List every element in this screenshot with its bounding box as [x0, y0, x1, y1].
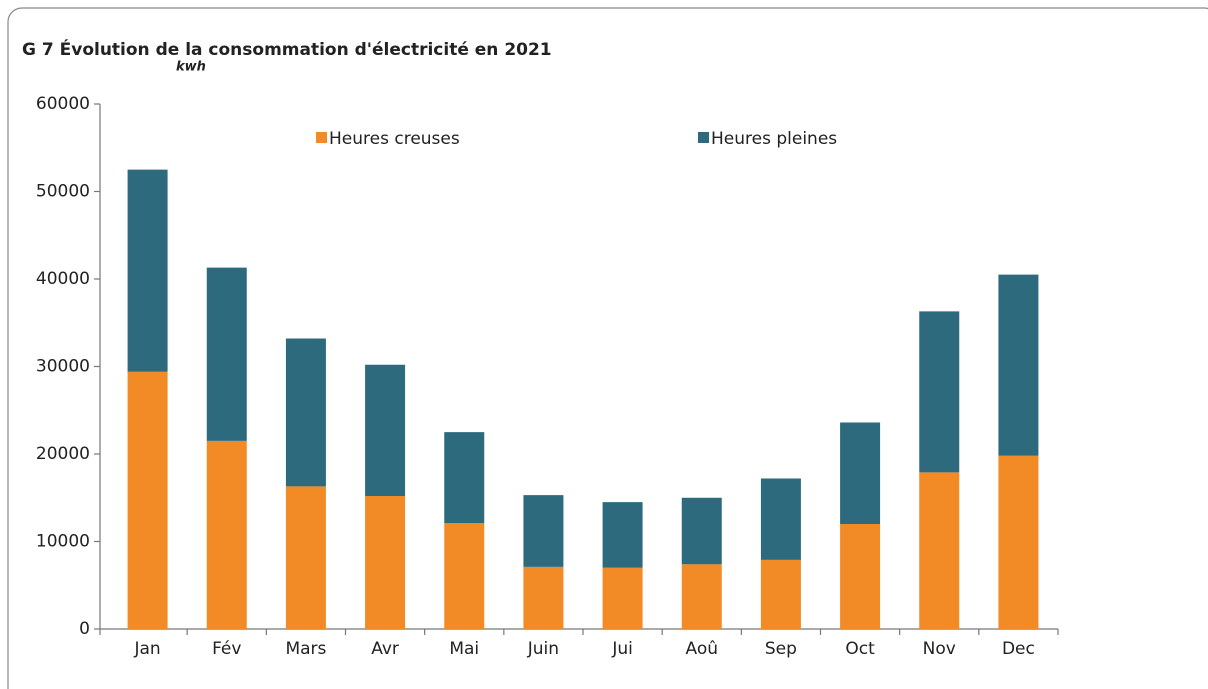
- x-tick-label: Fév: [212, 639, 241, 659]
- bar-segment: [840, 422, 881, 524]
- y-tick-label: 30000: [36, 357, 90, 377]
- y-tick-label: 40000: [36, 269, 90, 289]
- y-axis-unit: kwh: [176, 60, 206, 75]
- bar-segment: [919, 311, 960, 473]
- x-tick-label: Mai: [449, 639, 479, 659]
- chart-title: G 7 Évolution de la consommation d'élect…: [22, 38, 552, 60]
- x-tick-label: Dec: [1002, 639, 1035, 659]
- bar-segment: [840, 524, 881, 629]
- bar-segment: [206, 440, 247, 629]
- x-tick-label: Nov: [923, 639, 956, 659]
- bar-segment: [998, 274, 1039, 456]
- bar-segment: [681, 564, 722, 629]
- bar-segment: [760, 478, 801, 560]
- y-tick-label: 60000: [36, 94, 90, 114]
- bar-segment: [285, 486, 326, 629]
- bar-segment: [998, 455, 1039, 629]
- x-tick-label: Oct: [845, 639, 875, 659]
- y-tick-label: 0: [79, 619, 90, 639]
- x-tick-label: Juin: [527, 639, 559, 659]
- bar-segment: [365, 364, 406, 496]
- bar-segment: [444, 432, 485, 524]
- bar-segment: [523, 566, 564, 629]
- legend-swatch: [316, 132, 327, 143]
- legend-label: Heures pleines: [711, 129, 837, 149]
- bar-segment: [365, 496, 406, 629]
- x-tick-label: Aoû: [685, 639, 718, 659]
- y-tick-label: 50000: [36, 182, 90, 202]
- frame: [7, 7, 1208, 689]
- bar-segment: [523, 495, 564, 567]
- bar-segment: [444, 523, 485, 629]
- bar-segment: [127, 169, 168, 372]
- y-tick-label: 10000: [36, 532, 90, 552]
- x-tick-label: Jui: [611, 639, 633, 659]
- x-tick-label: Sep: [765, 639, 797, 659]
- x-tick-label: Avr: [371, 639, 399, 659]
- legend-label: Heures creuses: [329, 129, 460, 149]
- bar-segment: [206, 267, 247, 441]
- bar-segment: [602, 567, 643, 629]
- bar-segment: [285, 338, 326, 487]
- bar-segment: [919, 472, 960, 629]
- legend-swatch: [698, 132, 709, 143]
- bar-segment: [127, 371, 168, 629]
- bar-segment: [681, 497, 722, 565]
- x-tick-label: Mars: [285, 639, 326, 659]
- y-tick-label: 20000: [36, 444, 90, 464]
- bar-segment: [760, 559, 801, 629]
- bar-segment: [602, 502, 643, 568]
- x-tick-label: Jan: [133, 639, 160, 659]
